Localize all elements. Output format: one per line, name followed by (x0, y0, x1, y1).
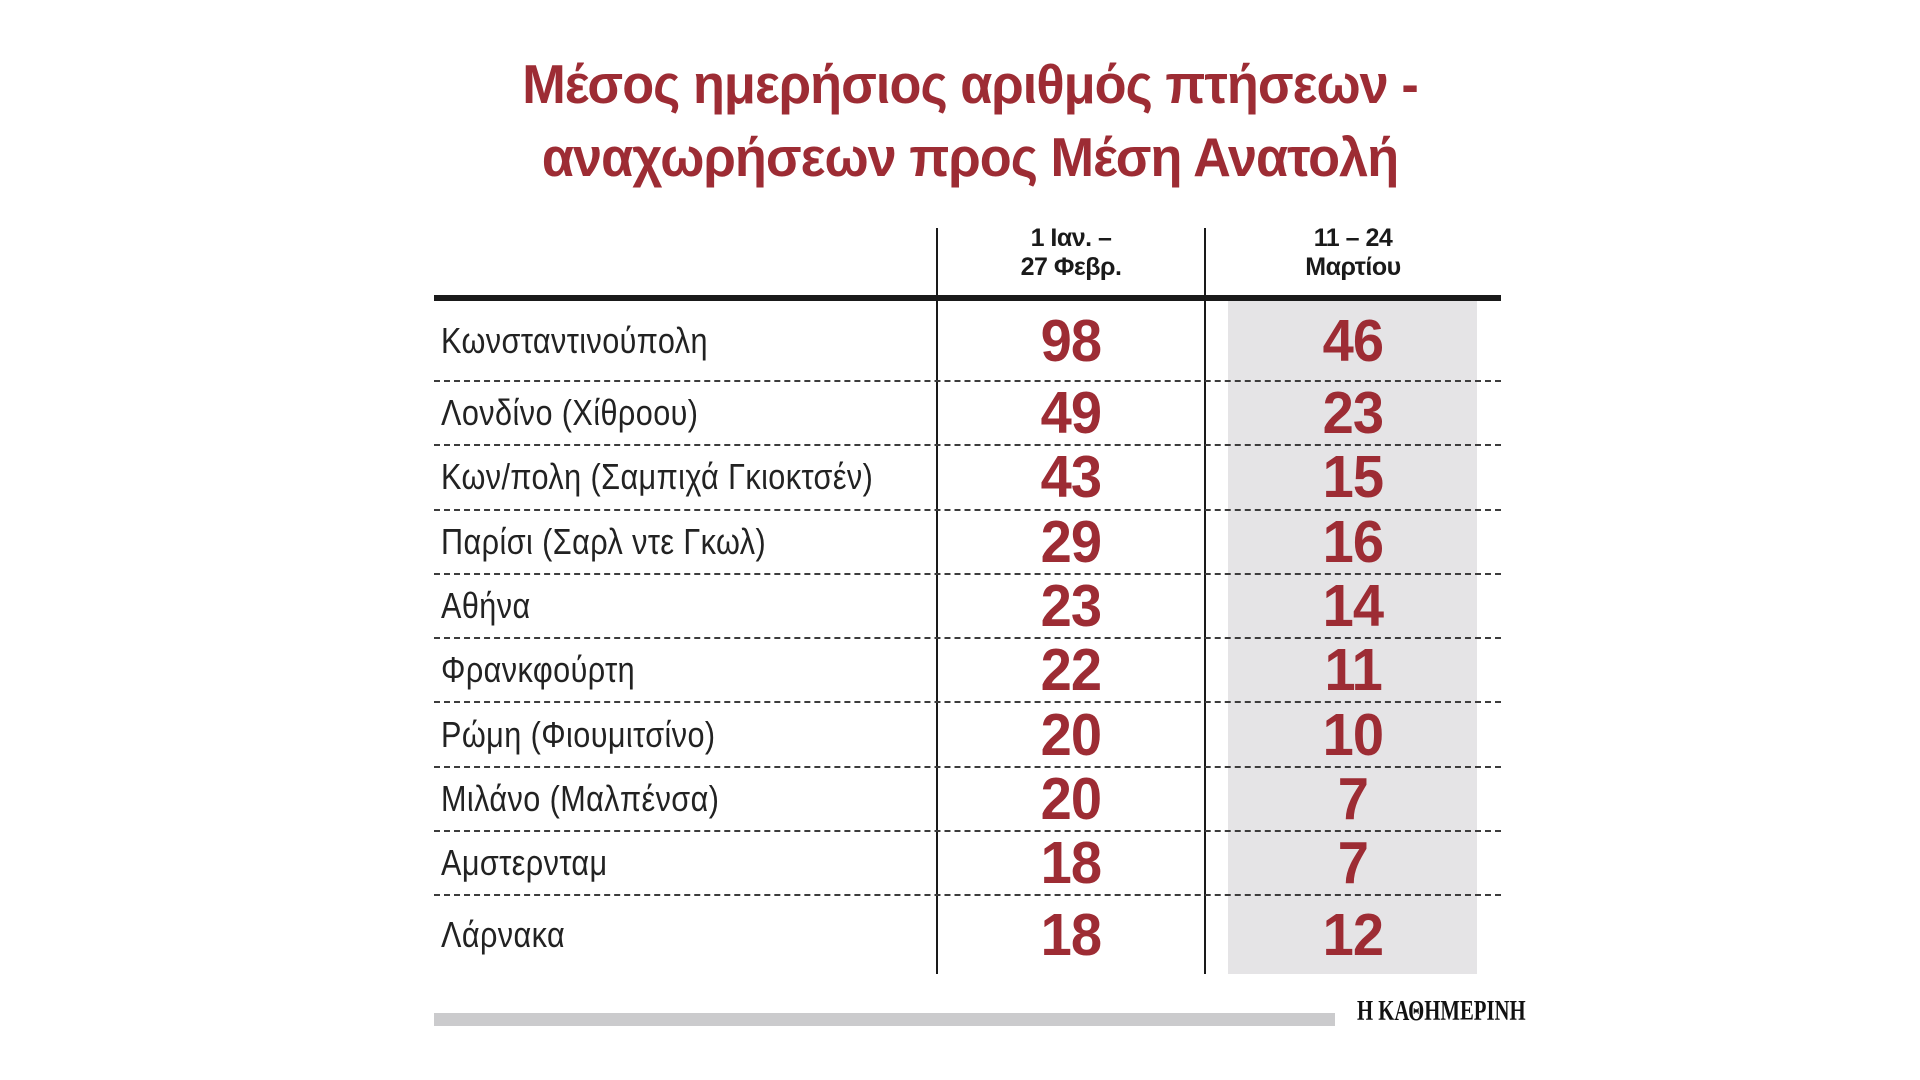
city-label: Αθήνα (441, 585, 531, 627)
period2-value: 12 (1322, 901, 1384, 968)
period2-value: 15 (1322, 444, 1384, 511)
period2-value: 16 (1322, 508, 1384, 575)
column-divider-line-2 (1204, 228, 1206, 974)
period1-value: 98 (1040, 307, 1102, 374)
table-row: Λονδίνο (Χίθροου) 49 23 (434, 380, 1501, 447)
table-row: Παρίσι (Σαρλ ντε Γκωλ) 29 16 (434, 508, 1501, 575)
table-row: Μιλάνο (Μαλπένσα) 20 7 (434, 765, 1501, 833)
period2-value: 23 (1322, 380, 1384, 447)
period1-value: 43 (1040, 444, 1102, 511)
table-row: Κων/πολη (Σαμπιχά Γκιοκτσέν) 43 15 (434, 444, 1501, 511)
table-row: Αμστερνταμ 18 7 (434, 830, 1501, 897)
period2-value: 7 (1337, 830, 1369, 897)
column-divider-line-1 (936, 228, 938, 974)
period1-value: 29 (1040, 508, 1102, 575)
header-separator-line (434, 295, 1501, 301)
period2-value: 11 (1324, 637, 1382, 704)
footer-bar (434, 1013, 1335, 1026)
table-row: Λάρνακα 18 12 (434, 896, 1501, 973)
city-label: Λάρνακα (441, 913, 566, 955)
flights-table: Κωνσταντινούπολη 98 46 Λονδίνο (Χίθροου)… (434, 301, 1501, 973)
column-header-period2: 11 – 24 Μαρτίου (1305, 224, 1401, 281)
table-row: Ρώμη (Φιουμιτσίνο) 20 10 (434, 701, 1501, 768)
period1-value: 20 (1040, 701, 1102, 768)
city-label: Φρανκφούρτη (441, 649, 636, 691)
period2-value: 7 (1337, 765, 1369, 832)
table-row: Αθήνα 23 14 (434, 573, 1501, 640)
page-title: Μέσος ημερήσιος αριθμός πτήσεων - αναχωρ… (522, 53, 1419, 188)
city-label: Αμστερνταμ (441, 842, 608, 884)
period1-value: 18 (1040, 901, 1102, 968)
source-logo: Η ΚΑΘΗΜΕΡΙΝΗ (1357, 996, 1526, 1027)
city-label: Ρώμη (Φιουμιτσίνο) (441, 713, 716, 755)
period1-value: 18 (1040, 830, 1102, 897)
period1-value: 20 (1040, 765, 1102, 832)
period1-value: 23 (1040, 573, 1102, 640)
city-label: Κωνσταντινούπολη (441, 319, 708, 361)
city-label: Λονδίνο (Χίθροου) (441, 392, 699, 434)
period2-value: 14 (1322, 573, 1384, 640)
period2-value: 46 (1322, 307, 1384, 374)
city-label: Παρίσι (Σαρλ ντε Γκωλ) (441, 520, 767, 562)
city-label: Μιλάνο (Μαλπένσα) (441, 777, 720, 819)
table-row: Κωνσταντινούπολη 98 46 (434, 301, 1501, 382)
column-header-period1: 1 Ιαν. – 27 Φεβρ. (1020, 224, 1122, 281)
period2-value: 10 (1322, 701, 1384, 768)
period1-value: 22 (1040, 637, 1102, 704)
period1-value: 49 (1040, 380, 1102, 447)
city-label: Κων/πολη (Σαμπιχά Γκιοκτσέν) (441, 456, 874, 498)
table-row: Φρανκφούρτη 22 11 (434, 637, 1501, 704)
